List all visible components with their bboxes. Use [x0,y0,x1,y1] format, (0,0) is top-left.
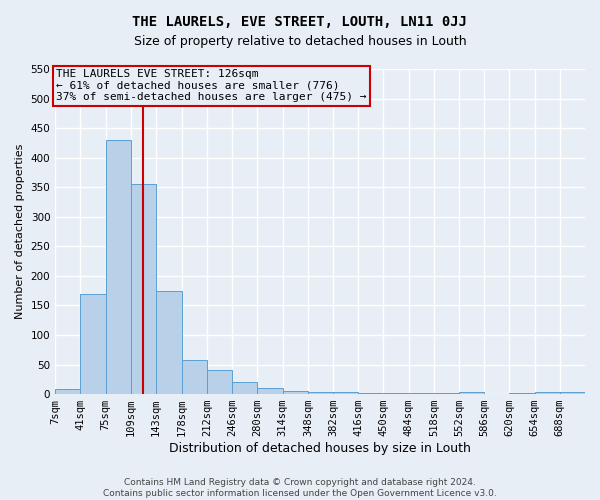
Text: THE LAURELS, EVE STREET, LOUTH, LN11 0JJ: THE LAURELS, EVE STREET, LOUTH, LN11 0JJ [133,15,467,29]
Bar [80,294,106,394]
Bar [55,390,80,394]
Bar [106,140,131,394]
Bar [257,388,283,394]
Bar [182,360,207,394]
Y-axis label: Number of detached properties: Number of detached properties [15,144,25,319]
Text: Size of property relative to detached houses in Louth: Size of property relative to detached ho… [134,35,466,48]
Bar [156,290,182,394]
Text: THE LAURELS EVE STREET: 126sqm
← 61% of detached houses are smaller (776)
37% of: THE LAURELS EVE STREET: 126sqm ← 61% of … [56,69,367,102]
Bar [459,392,484,394]
X-axis label: Distribution of detached houses by size in Louth: Distribution of detached houses by size … [169,442,471,455]
Bar [560,392,585,394]
Bar [333,392,358,394]
Bar [308,392,333,394]
Bar [232,382,257,394]
Bar [383,393,409,394]
Bar [131,184,156,394]
Bar [207,370,232,394]
Bar [535,392,560,394]
Text: Contains HM Land Registry data © Crown copyright and database right 2024.
Contai: Contains HM Land Registry data © Crown c… [103,478,497,498]
Bar [283,391,308,394]
